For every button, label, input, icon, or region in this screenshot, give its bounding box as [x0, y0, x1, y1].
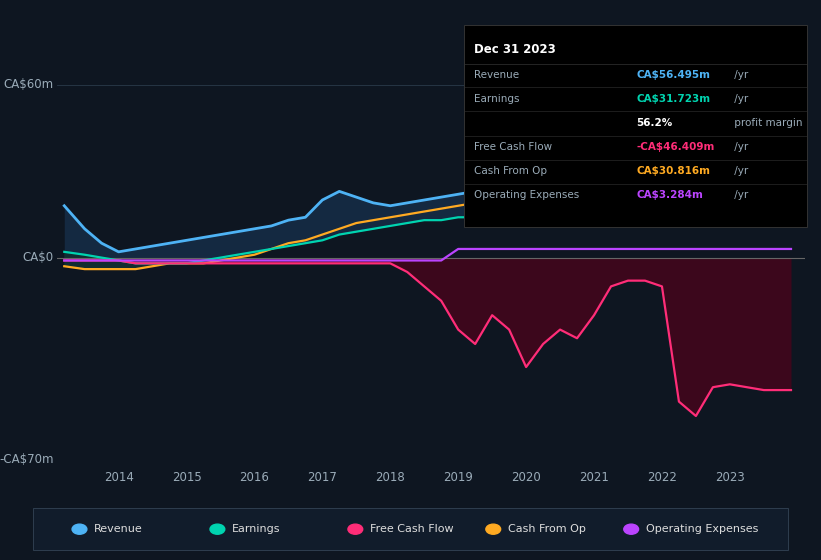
- Text: 56.2%: 56.2%: [636, 118, 672, 128]
- Text: Earnings: Earnings: [474, 94, 519, 104]
- Text: 2020: 2020: [511, 472, 541, 484]
- Text: CA$31.723m: CA$31.723m: [636, 94, 710, 104]
- Text: 2023: 2023: [715, 472, 745, 484]
- Text: Earnings: Earnings: [232, 524, 281, 534]
- Text: CA$30.816m: CA$30.816m: [636, 166, 710, 176]
- Text: -CA$70m: -CA$70m: [0, 452, 53, 466]
- Text: CA$3.284m: CA$3.284m: [636, 190, 703, 200]
- Text: 2015: 2015: [172, 472, 201, 484]
- Text: Cash From Op: Cash From Op: [508, 524, 586, 534]
- Text: Dec 31 2023: Dec 31 2023: [474, 43, 556, 56]
- Text: 2019: 2019: [443, 472, 473, 484]
- Text: /yr: /yr: [731, 142, 748, 152]
- Text: profit margin: profit margin: [731, 118, 802, 128]
- Text: /yr: /yr: [731, 70, 748, 80]
- Text: 2022: 2022: [647, 472, 677, 484]
- Text: Free Cash Flow: Free Cash Flow: [474, 142, 552, 152]
- Text: Free Cash Flow: Free Cash Flow: [370, 524, 454, 534]
- Text: /yr: /yr: [731, 190, 748, 200]
- Text: Operating Expenses: Operating Expenses: [474, 190, 579, 200]
- Text: 2016: 2016: [240, 472, 269, 484]
- Text: Cash From Op: Cash From Op: [474, 166, 547, 176]
- Text: -CA$46.409m: -CA$46.409m: [636, 142, 714, 152]
- Text: 2018: 2018: [375, 472, 405, 484]
- Text: Operating Expenses: Operating Expenses: [646, 524, 759, 534]
- Text: 2014: 2014: [103, 472, 134, 484]
- Text: /yr: /yr: [731, 94, 748, 104]
- Text: CA$60m: CA$60m: [3, 78, 53, 91]
- Text: Revenue: Revenue: [474, 70, 519, 80]
- Text: 2021: 2021: [579, 472, 609, 484]
- Text: /yr: /yr: [731, 166, 748, 176]
- Text: CA$0: CA$0: [23, 251, 53, 264]
- Text: Revenue: Revenue: [94, 524, 143, 534]
- Text: CA$56.495m: CA$56.495m: [636, 70, 710, 80]
- Text: 2017: 2017: [307, 472, 337, 484]
